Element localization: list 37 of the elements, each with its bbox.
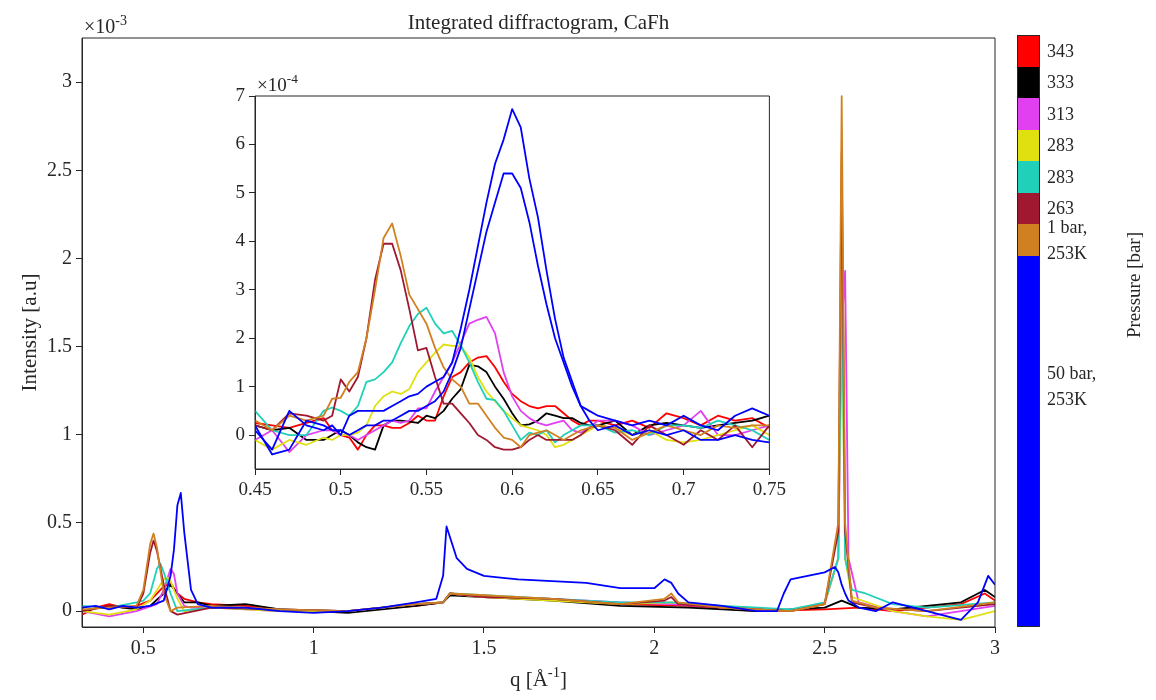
y-tick-label: 0 <box>62 598 72 621</box>
legend-label: 333 <box>1047 71 1075 95</box>
y-tick-label: 0 <box>235 423 245 445</box>
y-tick-label: 1 <box>62 422 72 445</box>
x-tick-label: 0.65 <box>581 478 615 500</box>
y-tick-label: 1.5 <box>47 333 72 356</box>
y-tick-label: 0.5 <box>47 510 72 533</box>
y-tick-label: 4 <box>235 229 246 251</box>
y-tick-label: 3 <box>62 69 72 92</box>
y-tick-label: 1 <box>235 374 245 396</box>
y-tick-label: 2.5 <box>47 157 72 180</box>
legend-label: 283 <box>1047 134 1075 158</box>
y-axis-title: Intensity [a.u] <box>17 273 41 392</box>
x-tick-label: 2 <box>649 636 660 659</box>
y-tick-label: 5 <box>235 180 245 202</box>
legend-label: 313 <box>1047 102 1075 126</box>
x-tick-label: 0.5 <box>130 636 156 659</box>
legend-title: Pressure [bar] <box>1123 231 1145 339</box>
chart-title: Integrated diffractogram, CaFh <box>407 10 670 34</box>
x-tick-label: 0.5 <box>328 478 353 500</box>
y-tick-label: 6 <box>235 132 245 154</box>
y-tick-label: 2 <box>235 326 245 348</box>
x-tick-label: 1.5 <box>471 636 497 659</box>
legend-label: 50 bar, 253K <box>1047 362 1098 412</box>
legend-label: 343 <box>1047 39 1075 63</box>
y-tick-label: 7 <box>235 83 245 105</box>
x-tick-label: 0.7 <box>671 478 696 500</box>
legend-label: 283 <box>1047 165 1075 189</box>
x-tick-label: 0.45 <box>238 478 272 500</box>
x-tick-label: 1 <box>308 636 319 659</box>
x-tick-label: 2.5 <box>812 636 838 659</box>
x-tick-label: 0.6 <box>500 478 525 500</box>
x-tick-label: 0.75 <box>752 478 786 500</box>
x-tick-label: 0.55 <box>409 478 444 500</box>
y-tick-label: 2 <box>62 245 72 268</box>
x-tick-label: 3 <box>990 636 1000 659</box>
y-tick-label: 3 <box>235 277 245 299</box>
